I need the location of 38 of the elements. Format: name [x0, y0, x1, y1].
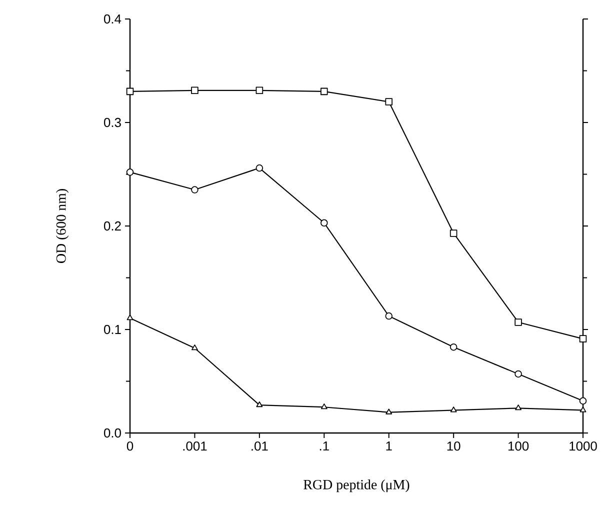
point [579, 335, 587, 342]
point [320, 88, 328, 96]
x-tick-label: 1 [386, 442, 392, 450]
point [386, 408, 392, 414]
point [450, 406, 457, 412]
x-tick-label: 10 [447, 442, 460, 451]
y-axis-title: OD (600 nm) [56, 189, 69, 263]
x-tick-label: .001 [183, 442, 207, 451]
point [256, 164, 264, 172]
x-tick-label: 100 [508, 442, 529, 451]
x-tick-label: .1 [320, 442, 329, 450]
y-tick-label: 0.4 [104, 14, 122, 24]
point [320, 219, 328, 227]
point [450, 343, 458, 351]
point [514, 370, 522, 378]
point [515, 404, 522, 410]
point [191, 186, 198, 194]
point [385, 98, 392, 106]
point [514, 318, 522, 326]
point [580, 406, 586, 412]
point [126, 88, 134, 96]
x-tick-label: .01 [252, 442, 268, 451]
point [256, 86, 264, 94]
point [192, 344, 198, 350]
x-axis-title: RGD peptide (μM) [304, 480, 410, 492]
point [256, 401, 263, 408]
point [579, 397, 587, 405]
point [450, 230, 458, 237]
y-tick-label: 0.1 [104, 324, 121, 334]
point [385, 312, 392, 320]
y-tick-label: 0.3 [104, 118, 121, 128]
y-tick-label: 0.0 [104, 428, 121, 438]
x-tick-label: 1000 [570, 442, 597, 451]
point [191, 86, 198, 94]
x-tick-label: 0 [126, 442, 134, 451]
point [320, 403, 328, 410]
y-tick-label: 0.2 [104, 221, 121, 231]
point [126, 168, 134, 176]
